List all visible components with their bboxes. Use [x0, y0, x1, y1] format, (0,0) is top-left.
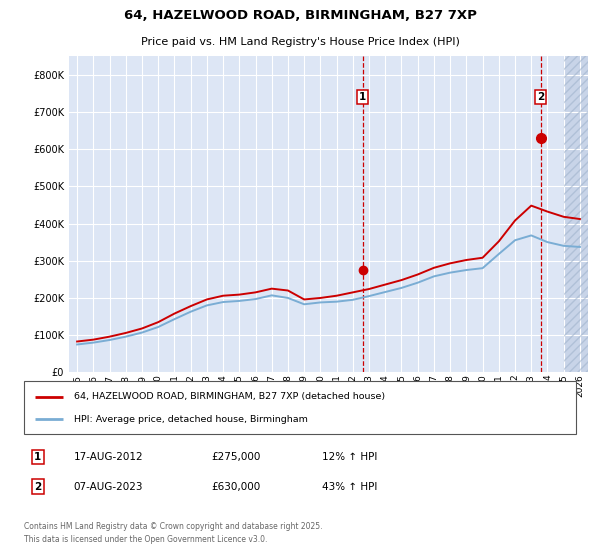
Text: HPI: Average price, detached house, Birmingham: HPI: Average price, detached house, Birm…: [74, 414, 308, 423]
Text: Contains HM Land Registry data © Crown copyright and database right 2025.
This d: Contains HM Land Registry data © Crown c…: [24, 522, 323, 544]
Text: £630,000: £630,000: [212, 482, 261, 492]
Text: 12% ↑ HPI: 12% ↑ HPI: [322, 452, 377, 462]
Text: 2: 2: [34, 482, 41, 492]
Text: 1: 1: [359, 92, 366, 102]
Text: 07-AUG-2023: 07-AUG-2023: [74, 482, 143, 492]
Text: 64, HAZELWOOD ROAD, BIRMINGHAM, B27 7XP (detached house): 64, HAZELWOOD ROAD, BIRMINGHAM, B27 7XP …: [74, 392, 385, 402]
Text: Price paid vs. HM Land Registry's House Price Index (HPI): Price paid vs. HM Land Registry's House …: [140, 37, 460, 47]
Text: 17-AUG-2012: 17-AUG-2012: [74, 452, 143, 462]
Text: 64, HAZELWOOD ROAD, BIRMINGHAM, B27 7XP: 64, HAZELWOOD ROAD, BIRMINGHAM, B27 7XP: [124, 9, 476, 22]
Bar: [563, 56, 588, 372]
Text: 1: 1: [34, 452, 41, 462]
FancyBboxPatch shape: [24, 381, 576, 434]
Bar: [563, 56, 588, 372]
Text: 2: 2: [538, 92, 545, 102]
Text: 43% ↑ HPI: 43% ↑ HPI: [322, 482, 377, 492]
Text: £275,000: £275,000: [212, 452, 261, 462]
